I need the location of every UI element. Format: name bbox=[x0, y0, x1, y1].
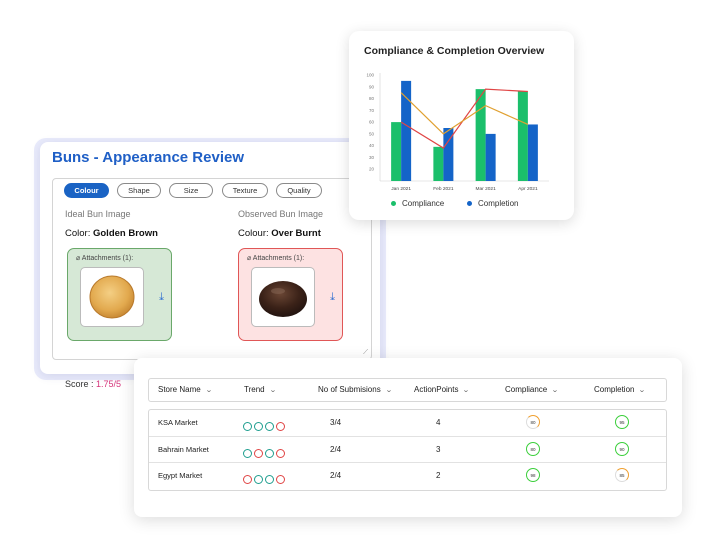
bar-completion bbox=[443, 128, 454, 181]
golden-bun-icon bbox=[89, 275, 135, 319]
tab-texture[interactable]: Texture bbox=[222, 183, 268, 198]
y-tick-label: 50 bbox=[369, 131, 375, 136]
bar-completion bbox=[401, 80, 412, 181]
table-body: KSA Market 3/4 4 80 95 Bahrain Market 2/… bbox=[148, 409, 667, 491]
legend-item-completion: Completion bbox=[467, 199, 518, 208]
tab-colour[interactable]: Colour bbox=[64, 183, 109, 198]
chevron-down-icon: ⌄ bbox=[384, 387, 393, 394]
completion-ring: 85 bbox=[615, 468, 629, 482]
tab-quality[interactable]: Quality bbox=[276, 183, 322, 198]
bar-compliance bbox=[391, 122, 402, 181]
column-header-trend[interactable]: Trend ⌄ bbox=[244, 379, 277, 402]
action-points: 2 bbox=[436, 471, 441, 480]
paperclip-icon: ⌀ bbox=[247, 255, 252, 262]
completion-ring: 90 bbox=[615, 442, 629, 456]
observed-bun-image[interactable] bbox=[251, 267, 315, 327]
column-header-completion[interactable]: Completion ⌄ bbox=[594, 379, 647, 402]
download-icon[interactable]: ⤓ bbox=[330, 291, 335, 303]
ideal-bun-image[interactable] bbox=[80, 267, 144, 327]
observed-attachment-box: ⌀ Attachments (1): ⤓ bbox=[238, 248, 343, 341]
column-header-submissions[interactable]: No of Submisions ⌄ bbox=[318, 379, 392, 402]
chevron-down-icon: ⌄ bbox=[638, 387, 647, 394]
y-tick-label: 40 bbox=[369, 143, 375, 148]
ideal-color-label: Color: bbox=[65, 228, 91, 239]
ideal-color-value: Golden Brown bbox=[92, 228, 158, 239]
trend-line-1 bbox=[400, 88, 528, 149]
score-value: 1.75/5 bbox=[96, 379, 122, 389]
chevron-down-icon: ⌄ bbox=[204, 387, 213, 394]
x-tick-label: Mar 2021 bbox=[475, 186, 496, 192]
bar-compliance bbox=[433, 146, 444, 181]
resize-handle-icon[interactable]: ⟋ bbox=[363, 349, 368, 356]
ideal-attachment-box: ⌀ Attachments (1): ⤓ bbox=[67, 248, 172, 341]
ideal-image-heading: Ideal Bun Image bbox=[65, 209, 131, 219]
bar-completion bbox=[527, 124, 538, 181]
x-tick-label: Feb 2021 bbox=[433, 186, 454, 192]
bun-review-panel: Colour Shape Size Texture Quality Ideal … bbox=[52, 178, 372, 389]
chevron-down-icon: ⌄ bbox=[462, 387, 471, 394]
tab-size[interactable]: Size bbox=[169, 183, 213, 198]
table-row[interactable]: KSA Market 3/4 4 80 95 bbox=[149, 410, 666, 436]
chevron-down-icon: ⌄ bbox=[551, 387, 560, 394]
trend-indicator bbox=[243, 445, 287, 458]
chart-title: Compliance & Completion Overview bbox=[364, 45, 545, 57]
observed-image-heading: Observed Bun Image bbox=[238, 209, 324, 219]
submissions: 2/4 bbox=[330, 445, 342, 454]
compliance-completion-chart: 20 30 40 50 60 70 80 90 100 Jan 2021 Feb 2021 Mar 2… bbox=[366, 73, 549, 192]
store-name: Egypt Market bbox=[158, 471, 203, 480]
observed-color: Colour: Over Burnt bbox=[238, 228, 321, 239]
store-name: KSA Market bbox=[158, 418, 198, 427]
compliance-legend-dot bbox=[391, 201, 396, 207]
bar-compliance bbox=[517, 91, 528, 181]
bun-review-card: Buns - Appearance Review Colour Shape Si… bbox=[40, 142, 380, 389]
y-tick-label: 80 bbox=[369, 96, 375, 101]
ideal-attachment-label: ⌀ Attachments (1): bbox=[76, 255, 134, 262]
y-tick-label: 60 bbox=[369, 120, 375, 125]
submissions: 2/4 bbox=[330, 471, 342, 480]
action-points: 4 bbox=[436, 418, 441, 427]
table-row[interactable]: Egypt Market 2/4 2 98 85 bbox=[149, 462, 666, 489]
table-header: Store Name ⌄ Trend ⌄ No of Submisions ⌄ Act… bbox=[148, 378, 667, 402]
y-tick-label: 30 bbox=[369, 155, 375, 160]
store-name: Bahrain Market bbox=[158, 445, 209, 454]
observed-color-label: Colour: bbox=[238, 228, 269, 239]
paperclip-icon: ⌀ bbox=[76, 255, 81, 262]
compliance-ring: 80 bbox=[526, 442, 540, 456]
bar-completion bbox=[485, 133, 496, 181]
observed-attachment-label: ⌀ Attachments (1): bbox=[247, 255, 305, 262]
tab-shape[interactable]: Shape bbox=[117, 183, 161, 198]
burnt-bun-icon bbox=[259, 281, 307, 317]
trend-indicator bbox=[243, 418, 287, 431]
completion-legend-dot bbox=[467, 201, 472, 207]
x-tick-label: Apr 2021 bbox=[518, 186, 538, 192]
score: Score : 1.75/5 bbox=[65, 379, 121, 389]
column-header-store-name[interactable]: Store Name ⌄ bbox=[158, 379, 212, 402]
chevron-down-icon: ⌄ bbox=[268, 387, 277, 394]
trend-line-2 bbox=[400, 92, 529, 135]
column-header-compliance[interactable]: Compliance ⌄ bbox=[505, 379, 560, 402]
bun-review-title: Buns - Appearance Review bbox=[52, 149, 245, 166]
trend-indicator bbox=[243, 471, 287, 484]
download-icon[interactable]: ⤓ bbox=[159, 291, 164, 303]
column-header-action-points[interactable]: ActionPoints ⌄ bbox=[414, 379, 471, 402]
compliance-ring: 98 bbox=[526, 468, 540, 482]
y-tick-label: 100 bbox=[366, 73, 374, 78]
submissions: 3/4 bbox=[330, 418, 342, 427]
completion-ring: 95 bbox=[615, 415, 629, 429]
bar-compliance bbox=[475, 89, 486, 181]
ideal-color: Color: Golden Brown bbox=[65, 228, 158, 239]
stores-table-card: Store Name ⌄ Trend ⌄ No of Submisions ⌄ Act… bbox=[134, 358, 682, 517]
y-tick-label: 90 bbox=[369, 84, 375, 89]
chart-card: Compliance & Completion Overview 20 30 40 5… bbox=[349, 31, 574, 220]
y-tick-label: 70 bbox=[369, 108, 375, 113]
table-row[interactable]: Bahrain Market 2/4 3 80 90 bbox=[149, 436, 666, 463]
compliance-ring: 80 bbox=[526, 415, 540, 429]
y-tick-label: 20 bbox=[369, 167, 375, 172]
score-label: Score : bbox=[65, 379, 94, 389]
observed-color-value: Over Burnt bbox=[271, 228, 321, 239]
x-tick-label: Jan 2021 bbox=[391, 186, 411, 192]
legend-item-compliance: Compliance bbox=[391, 199, 444, 208]
action-points: 3 bbox=[436, 445, 441, 454]
